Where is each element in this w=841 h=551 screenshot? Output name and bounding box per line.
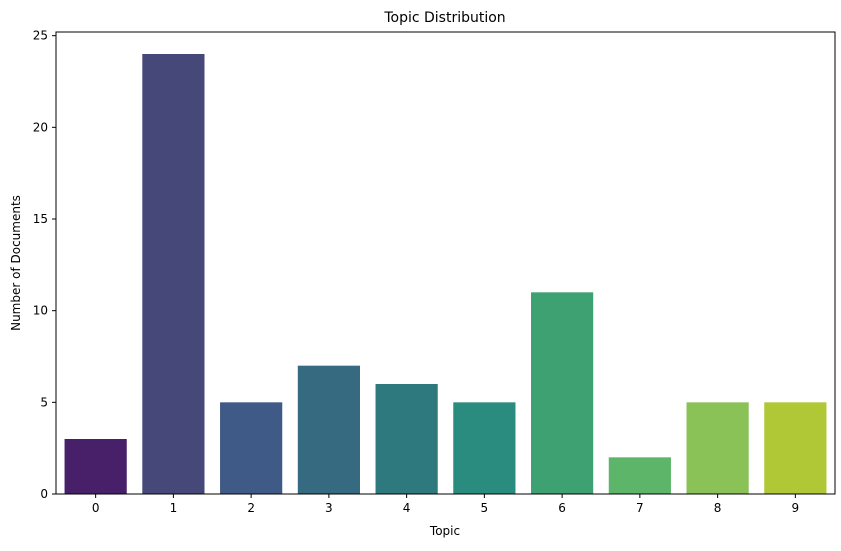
- y-tick-label: 0: [40, 487, 48, 501]
- y-axis-label: Number of Documents: [9, 195, 23, 331]
- bar-topic-9: [764, 402, 827, 494]
- bar-topic-0: [64, 439, 127, 494]
- x-tick-label: 1: [170, 501, 178, 515]
- x-axis-label: Topic: [429, 524, 460, 538]
- plot-frame: [55, 31, 836, 495]
- x-tick-label: 7: [636, 501, 644, 515]
- x-tick-label: 5: [481, 501, 489, 515]
- y-axis-ticks: 0 5 10 15 20 25: [33, 29, 56, 501]
- x-axis-ticks: 0 1 2 3 4 5 6 7 8 9: [92, 494, 799, 515]
- y-tick-label: 20: [33, 120, 48, 134]
- y-tick-label: 15: [33, 212, 48, 226]
- y-tick-label: 10: [33, 304, 48, 318]
- x-tick-label: 2: [247, 501, 255, 515]
- x-tick-label: 3: [325, 501, 333, 515]
- bar-topic-8: [686, 402, 749, 494]
- bar-topic-1: [142, 54, 205, 494]
- x-tick-label: 6: [558, 501, 566, 515]
- y-tick-label: 5: [40, 395, 48, 409]
- bar-topic-3: [297, 365, 360, 494]
- bar-topic-5: [453, 402, 516, 494]
- x-tick-label: 9: [792, 501, 800, 515]
- bars-group: [64, 54, 827, 494]
- y-tick-label: 25: [33, 29, 48, 43]
- bar-topic-7: [608, 457, 671, 494]
- x-tick-label: 8: [714, 501, 722, 515]
- x-tick-label: 4: [403, 501, 411, 515]
- bar-topic-2: [220, 402, 283, 494]
- x-tick-label: 0: [92, 501, 100, 515]
- bar-topic-4: [375, 384, 438, 494]
- bar-topic-6: [531, 292, 594, 494]
- chart-title: Topic Distribution: [383, 10, 505, 26]
